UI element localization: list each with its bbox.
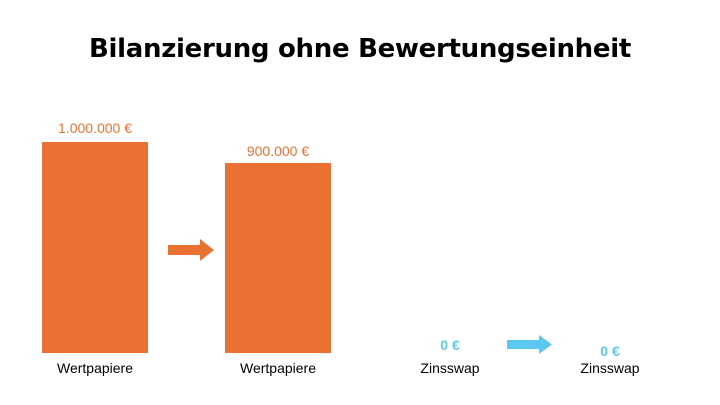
bar-wertpapiere-after [225, 163, 331, 353]
value-label-zinsswap-after: 0 € [600, 343, 620, 359]
slide-title: Bilanzierung ohne Bewertungseinheit [89, 34, 631, 64]
arrow-right-icon [507, 335, 552, 354]
value-label-zinsswap-before: 0 € [440, 337, 460, 353]
arrow-right-icon [168, 239, 214, 261]
category-label-wertpapiere-before: Wertpapiere [56, 360, 133, 376]
category-label-zinsswap-before: Zinsswap [420, 360, 480, 376]
category-label-zinsswap-after: Zinsswap [580, 360, 640, 376]
value-label-wertpapiere-before: 1.000.000 € [58, 120, 132, 136]
category-label-wertpapiere-after: Wertpapiere [239, 360, 316, 376]
value-label-wertpapiere-after: 900.000 € [246, 143, 310, 159]
bar-wertpapiere-before [42, 142, 148, 353]
